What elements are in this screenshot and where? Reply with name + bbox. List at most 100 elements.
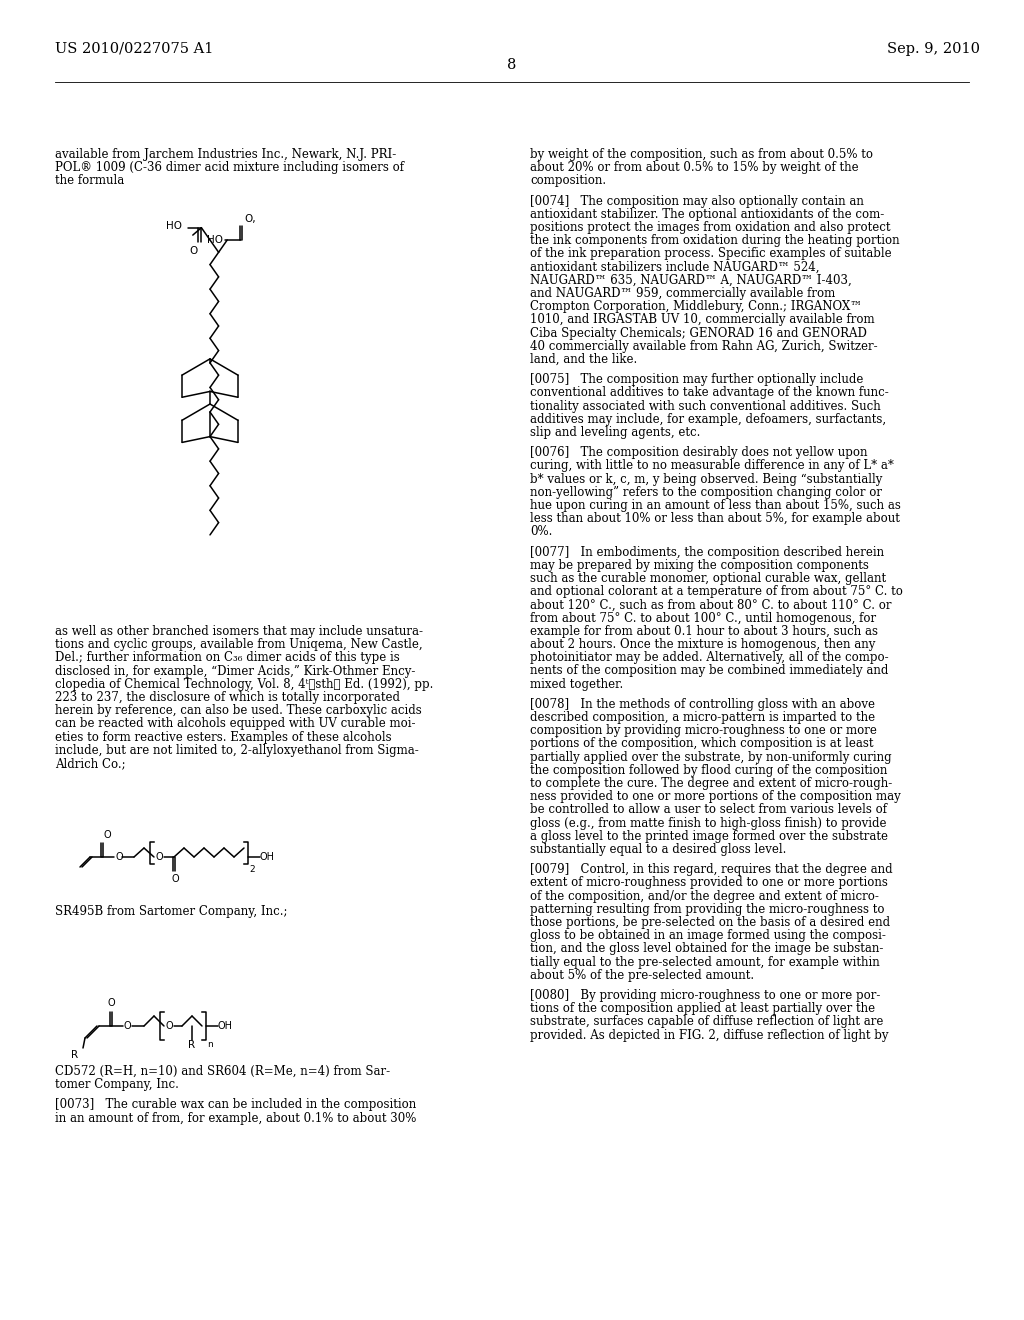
Text: composition.: composition. (530, 174, 606, 187)
Text: hue upon curing in an amount of less than about 15%, such as: hue upon curing in an amount of less tha… (530, 499, 901, 512)
Text: may be prepared by mixing the composition components: may be prepared by mixing the compositio… (530, 558, 869, 572)
Text: 1010, and IRGASTAB UV 10, commercially available from: 1010, and IRGASTAB UV 10, commercially a… (530, 313, 874, 326)
Text: b* values or k, c, m, y being observed. Being “substantially: b* values or k, c, m, y being observed. … (530, 473, 883, 486)
Text: positions protect the images from oxidation and also protect: positions protect the images from oxidat… (530, 220, 891, 234)
Text: 0%.: 0%. (530, 525, 552, 539)
Text: O,: O, (244, 214, 256, 224)
Text: land, and the like.: land, and the like. (530, 352, 637, 366)
Text: tion, and the gloss level obtained for the image be substan-: tion, and the gloss level obtained for t… (530, 942, 884, 956)
Text: O: O (156, 851, 164, 862)
Text: antioxidant stabilizers include NAUGARD™ 524,: antioxidant stabilizers include NAUGARD™… (530, 260, 819, 273)
Text: mixed together.: mixed together. (530, 677, 624, 690)
Text: about 5% of the pre-selected amount.: about 5% of the pre-selected amount. (530, 969, 754, 982)
Text: tions and cyclic groups, available from Uniqema, New Castle,: tions and cyclic groups, available from … (55, 638, 423, 651)
Text: conventional additives to take advantage of the known func-: conventional additives to take advantage… (530, 387, 889, 400)
Text: CD572 (R=H, n=10) and SR604 (R=Me, n=4) from Sar-: CD572 (R=H, n=10) and SR604 (R=Me, n=4) … (55, 1065, 390, 1078)
Text: from about 75° C. to about 100° C., until homogenous, for: from about 75° C. to about 100° C., unti… (530, 611, 877, 624)
Text: eties to form reactive esters. Examples of these alcohols: eties to form reactive esters. Examples … (55, 730, 391, 743)
Text: composition by providing micro-roughness to one or more: composition by providing micro-roughness… (530, 725, 877, 737)
Text: gloss to be obtained in an image formed using the composi-: gloss to be obtained in an image formed … (530, 929, 886, 942)
Text: n: n (207, 1040, 213, 1049)
Text: O: O (108, 998, 116, 1008)
Text: partially applied over the substrate, by non-uniformly curing: partially applied over the substrate, by… (530, 751, 892, 763)
Text: described composition, a micro-pattern is imparted to the: described composition, a micro-pattern i… (530, 711, 876, 723)
Text: tially equal to the pre-selected amount, for example within: tially equal to the pre-selected amount,… (530, 956, 880, 969)
Text: the composition followed by flood curing of the composition: the composition followed by flood curing… (530, 764, 888, 776)
Text: 223 to 237, the disclosure of which is totally incorporated: 223 to 237, the disclosure of which is t… (55, 690, 400, 704)
Text: of the ink preparation process. Specific examples of suitable: of the ink preparation process. Specific… (530, 247, 892, 260)
Text: US 2010/0227075 A1: US 2010/0227075 A1 (55, 42, 213, 55)
Text: tionality associated with such conventional additives. Such: tionality associated with such conventio… (530, 400, 881, 413)
Text: extent of micro-roughness provided to one or more portions: extent of micro-roughness provided to on… (530, 876, 888, 890)
Text: POL® 1009 (C-36 dimer acid mixture including isomers of: POL® 1009 (C-36 dimer acid mixture inclu… (55, 161, 404, 174)
Text: portions of the composition, which composition is at least: portions of the composition, which compo… (530, 738, 873, 750)
Text: curing, with little to no measurable difference in any of L* a*: curing, with little to no measurable dif… (530, 459, 894, 473)
Text: substantially equal to a desired gloss level.: substantially equal to a desired gloss l… (530, 843, 786, 855)
Text: photoinitiator may be added. Alternatively, all of the compo-: photoinitiator may be added. Alternative… (530, 651, 889, 664)
Text: antioxidant stabilizer. The optional antioxidants of the com-: antioxidant stabilizer. The optional ant… (530, 207, 885, 220)
Text: example for from about 0.1 hour to about 3 hours, such as: example for from about 0.1 hour to about… (530, 624, 878, 638)
Text: OH: OH (260, 851, 275, 862)
Text: by weight of the composition, such as from about 0.5% to: by weight of the composition, such as fr… (530, 148, 873, 161)
Text: such as the curable monomer, optional curable wax, gellant: such as the curable monomer, optional cu… (530, 572, 886, 585)
Text: HO: HO (166, 220, 182, 231)
Text: and NAUGARD™ 959, commercially available from: and NAUGARD™ 959, commercially available… (530, 286, 836, 300)
Text: clopedia of Chemical Technology, Vol. 8, 4ᵗ˾sth˾ Ed. (1992), pp.: clopedia of Chemical Technology, Vol. 8,… (55, 677, 433, 690)
Text: [0080]   By providing micro-roughness to one or more por-: [0080] By providing micro-roughness to o… (530, 989, 881, 1002)
Text: include, but are not limited to, 2-allyloxyethanol from Sigma-: include, but are not limited to, 2-allyl… (55, 743, 419, 756)
Text: [0076]   The composition desirably does not yellow upon: [0076] The composition desirably does no… (530, 446, 867, 459)
Text: ness provided to one or more portions of the composition may: ness provided to one or more portions of… (530, 791, 901, 803)
Text: NAUGARD™ 635, NAUGARD™ A, NAUGARD™ I-403,: NAUGARD™ 635, NAUGARD™ A, NAUGARD™ I-403… (530, 273, 852, 286)
Text: [0079]   Control, in this regard, requires that the degree and: [0079] Control, in this regard, requires… (530, 863, 893, 876)
Text: about 120° C., such as from about 80° C. to about 110° C. or: about 120° C., such as from about 80° C.… (530, 598, 892, 611)
Text: provided. As depicted in FIG. 2, diffuse reflection of light by: provided. As depicted in FIG. 2, diffuse… (530, 1028, 889, 1041)
Text: the formula: the formula (55, 174, 124, 187)
Text: tions of the composition applied at least partially over the: tions of the composition applied at leas… (530, 1002, 876, 1015)
Text: Sep. 9, 2010: Sep. 9, 2010 (887, 42, 980, 55)
Text: a gloss level to the printed image formed over the substrate: a gloss level to the printed image forme… (530, 830, 888, 842)
Text: herein by reference, can also be used. These carboxylic acids: herein by reference, can also be used. T… (55, 704, 422, 717)
Text: can be reacted with alcohols equipped with UV curable moi-: can be reacted with alcohols equipped wi… (55, 717, 416, 730)
Text: Del.; further information on C₃₆ dimer acids of this type is: Del.; further information on C₃₆ dimer a… (55, 651, 399, 664)
Text: as well as other branched isomers that may include unsatura-: as well as other branched isomers that m… (55, 624, 423, 638)
Text: and optional colorant at a temperature of from about 75° C. to: and optional colorant at a temperature o… (530, 585, 903, 598)
Text: of the composition, and/or the degree and extent of micro-: of the composition, and/or the degree an… (530, 890, 879, 903)
Text: less than about 10% or less than about 5%, for example about: less than about 10% or less than about 5… (530, 512, 900, 525)
Text: about 2 hours. Once the mixture is homogenous, then any: about 2 hours. Once the mixture is homog… (530, 638, 876, 651)
Text: in an amount of from, for example, about 0.1% to about 30%: in an amount of from, for example, about… (55, 1111, 417, 1125)
Text: non-yellowing” refers to the composition changing color or: non-yellowing” refers to the composition… (530, 486, 882, 499)
Text: O: O (171, 874, 178, 884)
Text: available from Jarchem Industries Inc., Newark, N.J. PRI-: available from Jarchem Industries Inc., … (55, 148, 396, 161)
Text: to complete the cure. The degree and extent of micro-rough-: to complete the cure. The degree and ext… (530, 777, 892, 789)
Text: substrate, surfaces capable of diffuse reflection of light are: substrate, surfaces capable of diffuse r… (530, 1015, 884, 1028)
Text: R: R (188, 1040, 196, 1049)
Text: O: O (166, 1020, 174, 1031)
Text: the ink components from oxidation during the heating portion: the ink components from oxidation during… (530, 234, 900, 247)
Text: SR495B from Sartomer Company, Inc.;: SR495B from Sartomer Company, Inc.; (55, 906, 288, 917)
Text: OH: OH (218, 1020, 233, 1031)
Text: O: O (124, 1020, 132, 1031)
Text: disclosed in, for example, “Dimer Acids,” Kirk-Othmer Ency-: disclosed in, for example, “Dimer Acids,… (55, 664, 416, 677)
Text: nents of the composition may be combined immediately and: nents of the composition may be combined… (530, 664, 889, 677)
Text: O: O (103, 830, 111, 840)
Text: R: R (72, 1049, 79, 1060)
Text: Aldrich Co.;: Aldrich Co.; (55, 756, 126, 770)
Text: gloss (e.g., from matte finish to high-gloss finish) to provide: gloss (e.g., from matte finish to high-g… (530, 817, 887, 829)
Text: additives may include, for example, defoamers, surfactants,: additives may include, for example, defo… (530, 413, 886, 426)
Text: [0077]   In embodiments, the composition described herein: [0077] In embodiments, the composition d… (530, 545, 884, 558)
Text: tomer Company, Inc.: tomer Company, Inc. (55, 1078, 179, 1092)
Text: about 20% or from about 0.5% to 15% by weight of the: about 20% or from about 0.5% to 15% by w… (530, 161, 859, 174)
Text: 8: 8 (507, 58, 517, 73)
Text: 2: 2 (249, 865, 255, 874)
Text: O: O (189, 246, 198, 256)
Text: be controlled to allow a user to select from various levels of: be controlled to allow a user to select … (530, 804, 887, 816)
Text: Ciba Specialty Chemicals; GENORAD 16 and GENORAD: Ciba Specialty Chemicals; GENORAD 16 and… (530, 326, 867, 339)
Text: [0073]   The curable wax can be included in the composition: [0073] The curable wax can be included i… (55, 1098, 416, 1111)
Text: those portions, be pre-selected on the basis of a desired end: those portions, be pre-selected on the b… (530, 916, 890, 929)
Text: [0074]   The composition may also optionally contain an: [0074] The composition may also optional… (530, 194, 864, 207)
Text: Crompton Corporation, Middlebury, Conn.; IRGANOX™: Crompton Corporation, Middlebury, Conn.;… (530, 300, 862, 313)
Text: 40 commercially available from Rahn AG, Zurich, Switzer-: 40 commercially available from Rahn AG, … (530, 339, 878, 352)
Text: HO: HO (207, 235, 223, 246)
Text: [0075]   The composition may further optionally include: [0075] The composition may further optio… (530, 374, 863, 387)
Text: O: O (115, 851, 123, 862)
